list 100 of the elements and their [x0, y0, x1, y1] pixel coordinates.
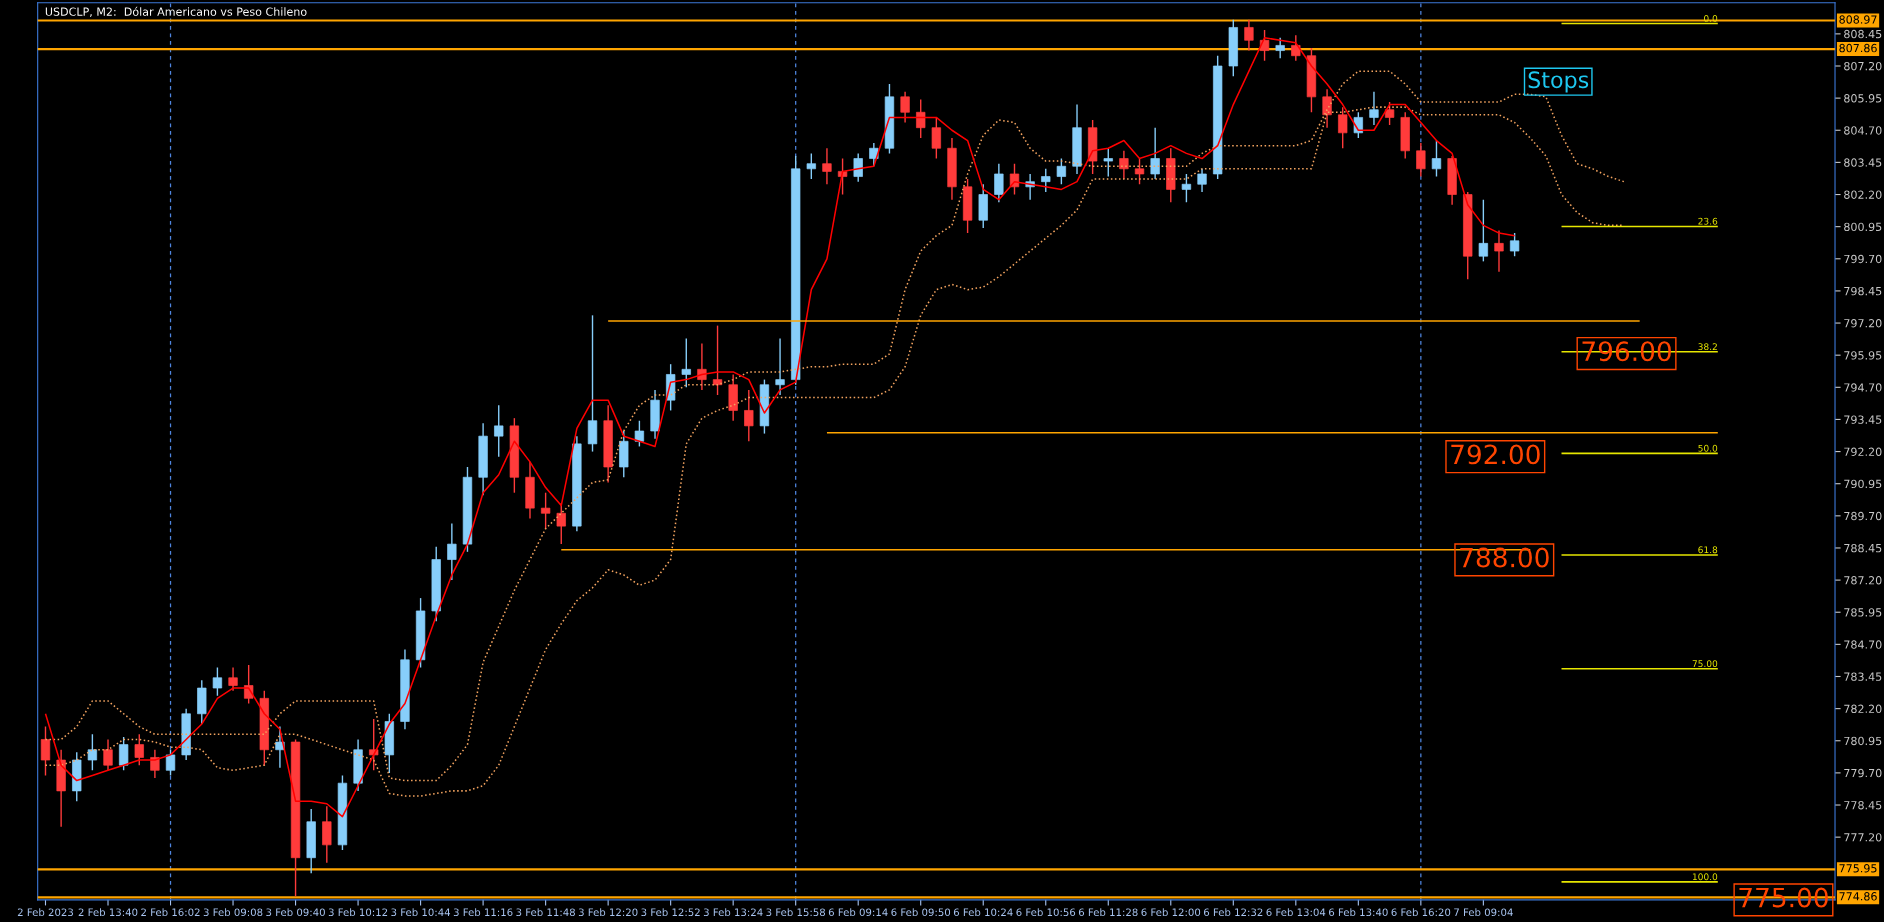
x-tick-label: 3 Feb 15:58: [766, 908, 826, 917]
candlestick: [40, 725, 51, 777]
y-tick-label: 799.70: [1844, 254, 1882, 264]
x-tick-label: 3 Feb 13:24: [703, 908, 763, 917]
y-tick-label: 790.95: [1844, 479, 1882, 489]
y-tick-label: 803.45: [1844, 158, 1882, 167]
y-tick-label: 800.95: [1844, 222, 1882, 232]
candlestick: [369, 718, 379, 772]
x-tick-label: 3 Feb 12:52: [641, 908, 700, 917]
ref-line-label: 807.86: [1839, 43, 1877, 53]
x-tick-label: 6 Feb 10:24: [953, 908, 1013, 917]
candlestick: [681, 337, 691, 389]
candlestick: [916, 98, 926, 139]
candlestick: [775, 337, 785, 396]
x-tick-label: 6 Feb 11:28: [1078, 908, 1138, 917]
y-tick-label: 805.95: [1844, 94, 1882, 103]
candlestick: [806, 152, 816, 180]
candlestick: [118, 736, 129, 772]
y-tick-label: 788.45: [1844, 543, 1882, 553]
y-tick-label: 787.20: [1844, 576, 1882, 585]
series-label: 100.0: [1692, 873, 1718, 881]
candlestick: [540, 492, 551, 530]
candlestick: [1259, 29, 1270, 62]
y-tick-label: 783.45: [1844, 672, 1882, 681]
candlestick: [900, 91, 910, 124]
candlestick: [1275, 37, 1285, 59]
x-tick-label: 6 Feb 16:20: [1391, 908, 1451, 917]
candlestick: [447, 522, 457, 581]
candlestick: [853, 152, 863, 183]
annotation: 788.00: [1460, 547, 1549, 568]
candlestick: [322, 805, 332, 864]
candlestick: [1244, 19, 1254, 52]
candlestick: [1041, 168, 1051, 193]
x-tick-label: 2 Feb 16:02: [141, 908, 200, 917]
y-tick-label: 797.20: [1844, 319, 1882, 328]
candlestick: [1494, 229, 1504, 273]
x-tick-label: 3 Feb 11:48: [516, 908, 575, 917]
x-tick-label: 2 Feb 2023: [17, 908, 74, 917]
y-tick-label: 782.20: [1844, 704, 1882, 714]
y-tick-label: 795.95: [1844, 351, 1882, 360]
series-label: 50.0: [1698, 444, 1718, 452]
x-tick-label: 6 Feb 09:14: [828, 908, 888, 917]
x-tick-label: 3 Feb 09:40: [266, 908, 325, 917]
candlestick: [103, 738, 113, 772]
ref-line-label: 808.97: [1839, 15, 1877, 24]
candlestick: [1431, 139, 1442, 178]
y-tick-label: 808.45: [1844, 29, 1882, 39]
candlestick: [1103, 147, 1113, 178]
y-tick-label: 792.20: [1844, 447, 1882, 456]
y-tick-label: 794.70: [1844, 383, 1882, 392]
candlestick: [1119, 150, 1129, 180]
candlestick: [1056, 157, 1067, 185]
candlestick: [587, 314, 598, 453]
x-tick-label: 6 Feb 13:40: [1329, 908, 1388, 917]
ref-line-label: 775.95: [1839, 864, 1877, 873]
candlestick: [1291, 34, 1301, 62]
candlestick: [1338, 106, 1348, 149]
x-tick-label: 7 Feb 09:04: [1454, 908, 1513, 917]
y-tick-label: 789.70: [1844, 511, 1882, 521]
candlestick: [1322, 88, 1332, 129]
x-tick-label: 6 Feb 09:50: [891, 908, 951, 917]
annotation: 792.00: [1451, 444, 1540, 465]
x-tick-label: 3 Feb 10:44: [391, 908, 451, 917]
x-tick-label: 3 Feb 09:08: [203, 908, 263, 917]
y-tick-label: 784.70: [1844, 640, 1882, 649]
x-tick-label: 3 Feb 11:16: [453, 908, 513, 917]
candlestick: [931, 116, 941, 160]
series-label: 75.00: [1692, 660, 1718, 668]
x-tick-label: 2 Feb 13:40: [78, 908, 138, 917]
y-tick-label: 804.70: [1844, 126, 1882, 135]
candlestick: [744, 389, 754, 442]
x-tick-label: 6 Feb 13:04: [1266, 908, 1326, 917]
candlestick: [1134, 157, 1145, 185]
candlestick: [134, 733, 144, 766]
candlestick: [1384, 101, 1395, 126]
candlestick: [634, 420, 645, 448]
candlestick: [165, 749, 176, 777]
y-tick-label: 778.45: [1844, 801, 1882, 810]
candlestick: [697, 342, 707, 391]
x-tick-label: 6 Feb 10:56: [1016, 908, 1076, 917]
series-label: 38.2: [1698, 343, 1717, 351]
x-tick-label: 6 Feb 12:32: [1203, 908, 1263, 917]
candlestick: [1197, 168, 1207, 193]
y-tick-label: 777.20: [1844, 833, 1882, 842]
y-tick-label: 785.95: [1844, 608, 1882, 617]
candlestick: [1478, 198, 1489, 263]
candlestick: [1509, 232, 1520, 257]
y-tick-label: 793.45: [1844, 415, 1882, 424]
candlestick: [994, 162, 1004, 203]
chart-title: USDCLP, M2: Dólar Americano vs Peso Chileno: [45, 6, 307, 17]
candlestick: [869, 142, 879, 167]
annotation: Stops: [1528, 71, 1589, 93]
candlestick: [1181, 173, 1192, 203]
y-tick-label: 802.20: [1844, 190, 1882, 199]
series-label: 23.6: [1698, 217, 1718, 225]
ref-line-label: 774.86: [1839, 892, 1877, 901]
x-tick-label: 3 Feb 10:12: [328, 908, 388, 917]
x-tick-label: 6 Feb 12:00: [1141, 908, 1201, 917]
candlestick: [1416, 142, 1426, 178]
candlestick: [275, 725, 285, 769]
